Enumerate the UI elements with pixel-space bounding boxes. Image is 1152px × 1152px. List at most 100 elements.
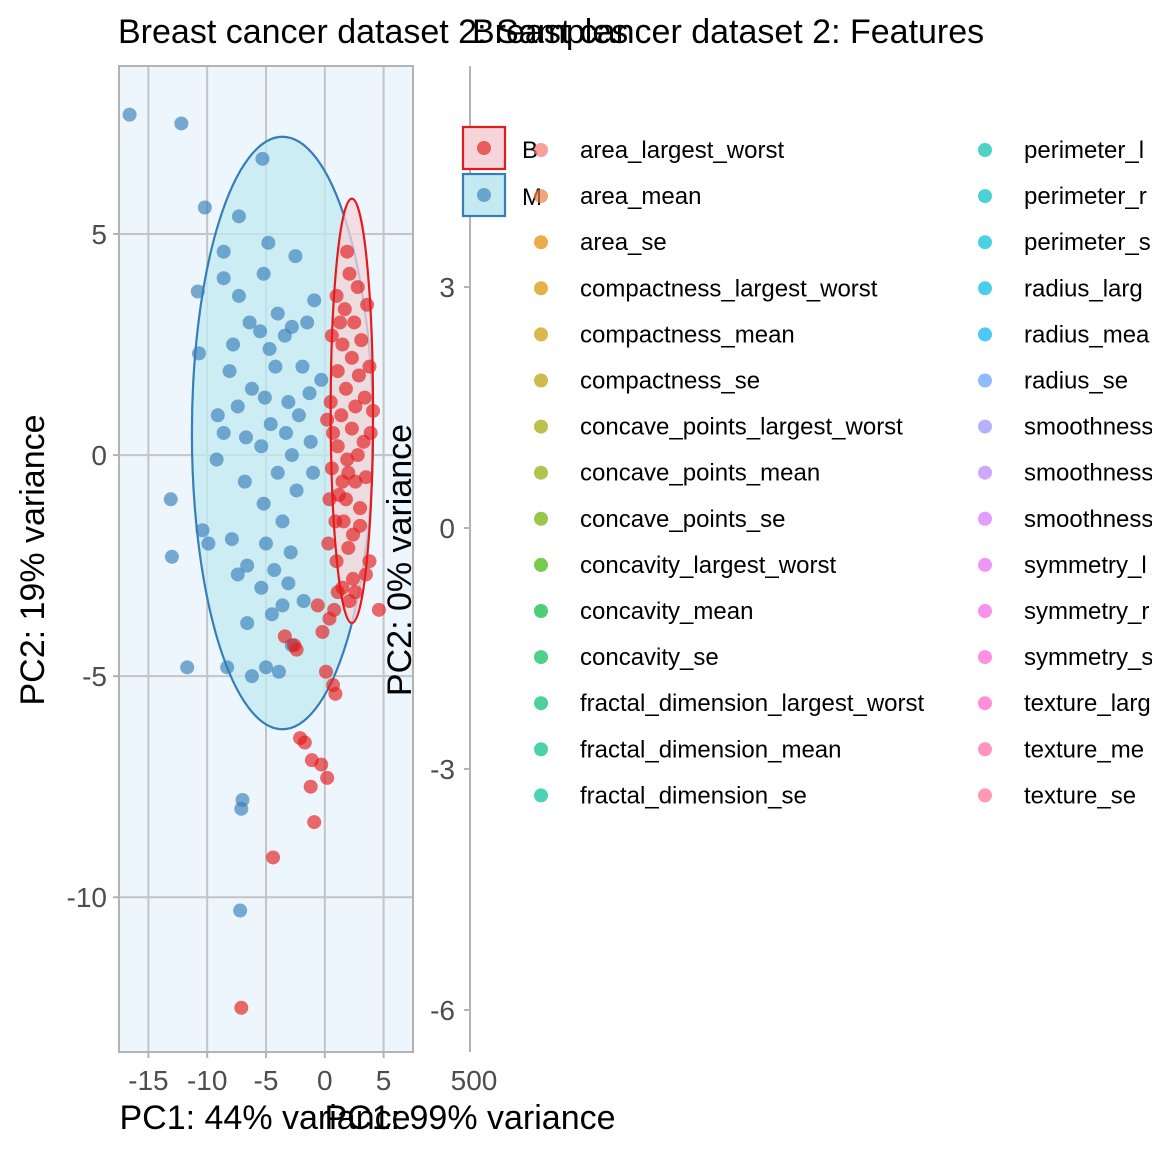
point-M-36 bbox=[254, 439, 269, 454]
feature-legend-label-6: concave_points_largest_worst bbox=[580, 414, 903, 441]
point-M-53 bbox=[230, 567, 245, 582]
feature-legend-label-12: fractal_dimension_largest_worst bbox=[580, 690, 925, 717]
point-B-71 bbox=[366, 403, 381, 418]
samples-chart-title: Breast cancer dataset 2: Samples bbox=[118, 13, 628, 51]
point-M-17 bbox=[226, 337, 241, 352]
features-x-axis-label: PC1: 99% variance bbox=[324, 1099, 615, 1137]
feature-legend-label-14: fractal_dimension_se bbox=[580, 782, 807, 809]
point-M-3 bbox=[197, 200, 212, 215]
point-B-52 bbox=[351, 368, 366, 383]
feature-legend-label-15: perimeter_l bbox=[1024, 137, 1144, 164]
point-M-65 bbox=[244, 669, 259, 684]
point-M-47 bbox=[259, 536, 273, 551]
point-M-59 bbox=[275, 598, 290, 613]
feature-legend-dot-8 bbox=[534, 511, 548, 526]
point-M-31 bbox=[263, 417, 278, 432]
point-B-27 bbox=[341, 540, 356, 555]
feature-legend-dot-11 bbox=[534, 650, 548, 665]
point-B-21 bbox=[310, 598, 325, 613]
point-B-58 bbox=[324, 328, 339, 343]
point-B-29 bbox=[362, 554, 377, 569]
point-M-35 bbox=[284, 448, 299, 463]
point-M-57 bbox=[264, 607, 279, 622]
x-tick-label-2: -5 bbox=[254, 1065, 279, 1096]
feature-legend-label-2: area_se bbox=[580, 229, 667, 256]
point-M-60 bbox=[180, 660, 195, 675]
point-B-13 bbox=[277, 629, 292, 644]
point-M-8 bbox=[216, 271, 231, 286]
point-M-49 bbox=[201, 536, 216, 551]
point-B-3 bbox=[303, 779, 318, 794]
point-B-65 bbox=[340, 244, 355, 259]
legend-label-B: B bbox=[522, 137, 538, 164]
point-M-71 bbox=[262, 341, 277, 356]
point-B-32 bbox=[328, 514, 343, 529]
feature-legend-dot-23 bbox=[978, 511, 992, 526]
point-M-56 bbox=[296, 594, 311, 609]
point-B-41 bbox=[350, 448, 365, 463]
feature-legend-dot-26 bbox=[978, 650, 992, 665]
feature-legend: area_largest_worst area_mean area_secompac… bbox=[534, 137, 1152, 809]
samples-y-ticks: -10 -5 0 5 bbox=[67, 219, 119, 913]
feature-legend-dot-28 bbox=[978, 742, 992, 757]
point-M-22 bbox=[222, 364, 237, 379]
features-y-tick-label-0: 3 bbox=[439, 272, 455, 303]
point-M-32 bbox=[278, 425, 293, 440]
feature-legend-dot-29 bbox=[978, 788, 992, 803]
point-M-42 bbox=[163, 492, 178, 507]
feature-legend-dot-15 bbox=[978, 143, 992, 157]
feature-legend-dot-5 bbox=[534, 373, 548, 388]
feature-legend-label-5: compactness_se bbox=[580, 368, 760, 395]
point-B-23 bbox=[348, 585, 363, 600]
point-M-46 bbox=[224, 532, 239, 547]
features-y-tick-label-3: -6 bbox=[430, 995, 455, 1026]
point-M-26 bbox=[257, 390, 272, 405]
feature-legend-dot-1 bbox=[534, 189, 548, 204]
point-B-50 bbox=[357, 390, 372, 405]
point-M-27 bbox=[302, 386, 317, 401]
point-B-38 bbox=[358, 470, 373, 485]
legend-key-point-B bbox=[477, 141, 491, 155]
feature-legend-label-21: smoothness bbox=[1024, 414, 1152, 441]
point-B-67 bbox=[341, 465, 356, 480]
point-B-49 bbox=[323, 395, 338, 410]
point-B-46 bbox=[363, 425, 378, 440]
point-B-44 bbox=[326, 425, 341, 440]
point-B-68 bbox=[320, 412, 335, 427]
feature-legend-dot-6 bbox=[534, 419, 548, 434]
point-B-0 bbox=[234, 1000, 249, 1015]
point-B-45 bbox=[344, 421, 359, 436]
point-M-40 bbox=[237, 474, 252, 489]
point-B-69 bbox=[353, 518, 368, 533]
point-B-57 bbox=[354, 333, 369, 348]
point-M-67 bbox=[234, 801, 249, 816]
point-M-45 bbox=[195, 523, 210, 538]
samples-panel: -15 -10 -5 0 5 -10 -5 0 5 Breast cancer dataset… bbox=[14, 13, 628, 1137]
point-M-63 bbox=[220, 660, 235, 675]
point-B-61 bbox=[360, 297, 375, 312]
point-B-4 bbox=[320, 770, 335, 785]
point-M-11 bbox=[270, 306, 285, 321]
point-M-0 bbox=[122, 107, 137, 122]
point-M-43 bbox=[256, 496, 271, 511]
point-M-58 bbox=[240, 616, 255, 631]
point-M-1 bbox=[174, 116, 189, 131]
point-M-4 bbox=[231, 209, 246, 224]
feature-legend-label-4: compactness_mean bbox=[580, 321, 795, 348]
point-B-25 bbox=[329, 554, 344, 569]
features-y-tick-label-2: -3 bbox=[430, 754, 455, 785]
point-B-11 bbox=[318, 664, 333, 679]
point-B-54 bbox=[362, 359, 377, 374]
feature-legend-dot-9 bbox=[534, 557, 548, 572]
feature-legend-label-0: area_largest_worst bbox=[580, 137, 784, 164]
feature-legend-dot-21 bbox=[978, 419, 992, 434]
feature-legend-dot-4 bbox=[534, 327, 548, 342]
point-M-64 bbox=[271, 664, 286, 679]
samples-y-axis-label: PC2: 19% variance bbox=[14, 414, 52, 705]
point-B-14 bbox=[287, 638, 302, 653]
feature-legend-label-20: radius_se bbox=[1024, 368, 1128, 395]
feature-legend-dot-16 bbox=[978, 189, 992, 204]
point-M-61 bbox=[259, 660, 273, 675]
point-M-52 bbox=[267, 563, 282, 578]
point-M-55 bbox=[254, 580, 269, 595]
